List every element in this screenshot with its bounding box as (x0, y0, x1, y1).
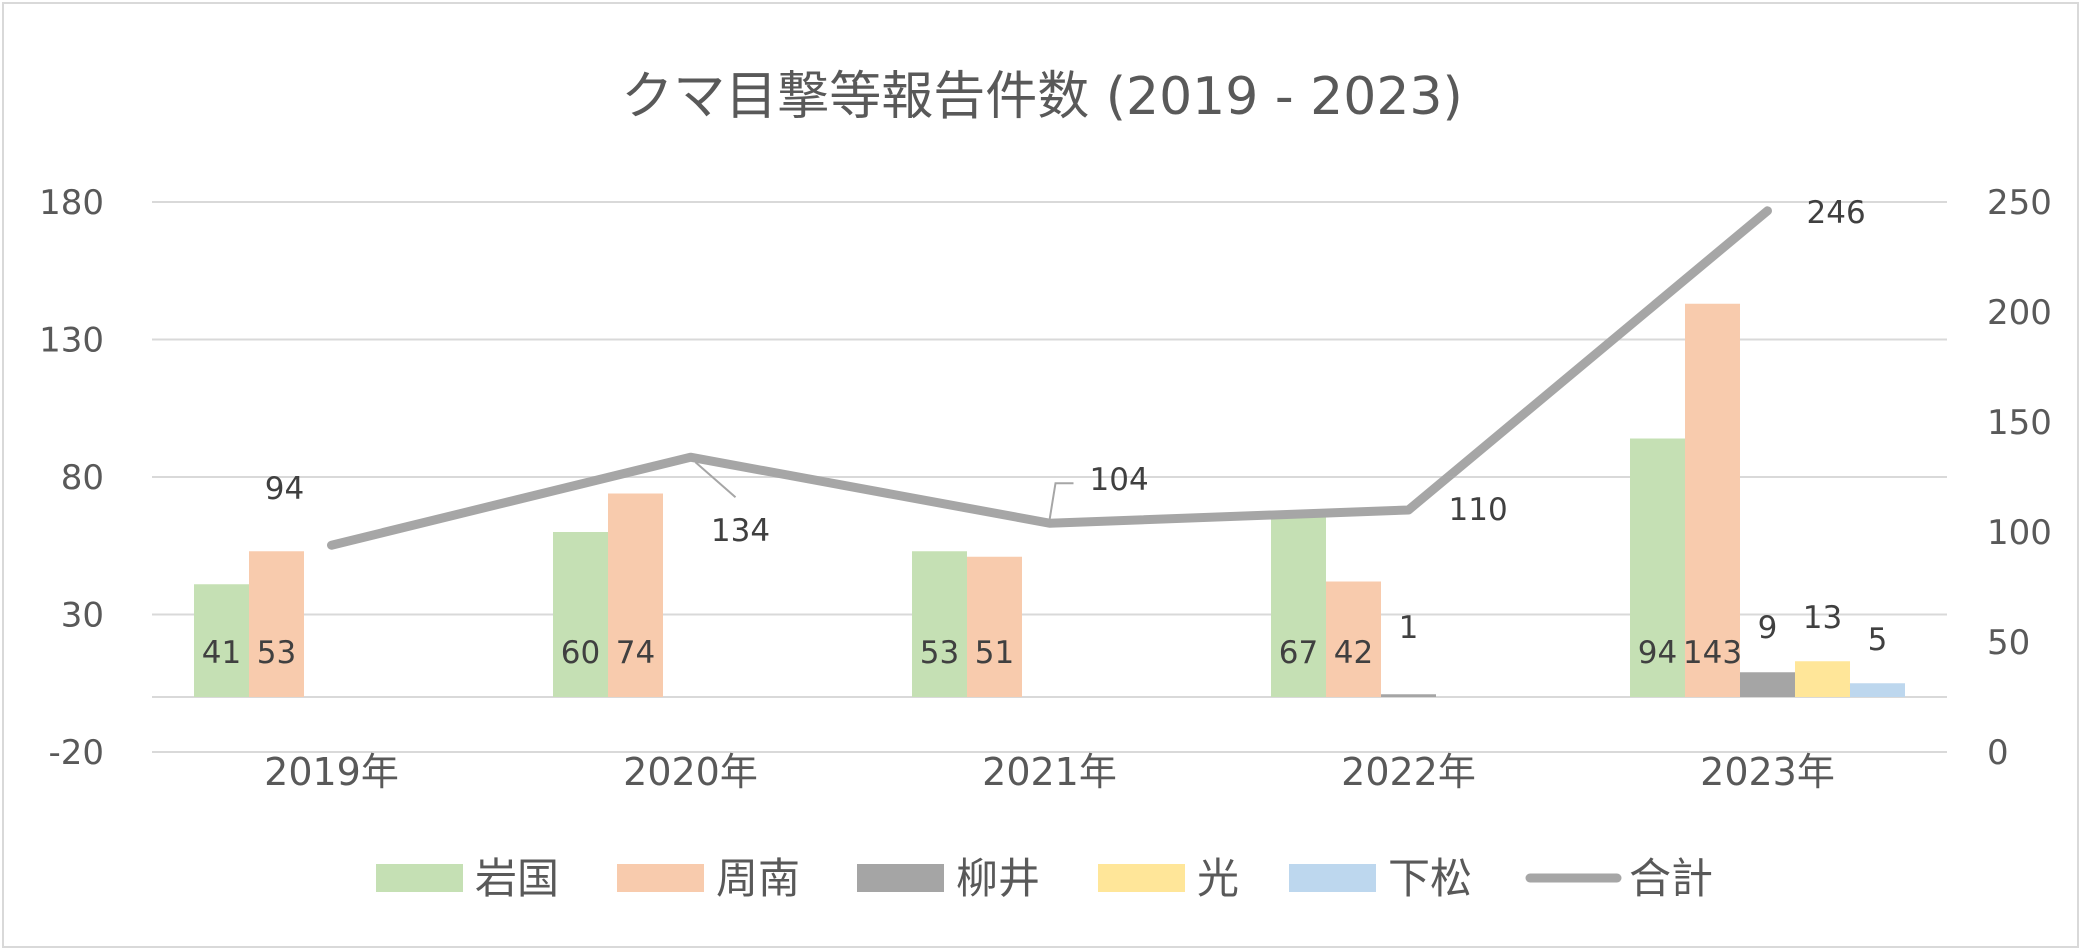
data-label: 5 (1868, 622, 1888, 658)
total-line-point-2021年 (1048, 522, 1051, 525)
right-axis: 250 200 150 100 50 0 (1987, 183, 2052, 773)
data-label: 143 (1683, 635, 1742, 671)
total-data-label: 246 (1807, 195, 1866, 231)
legend-swatch-下松 (1289, 864, 1376, 892)
legend-swatch-光 (1098, 864, 1185, 892)
bar-周南-2019年 (249, 551, 304, 697)
bar-岩国-2022年 (1271, 512, 1326, 697)
data-label: 67 (1279, 635, 1318, 671)
data-label: 60 (561, 635, 600, 671)
category-label: 2023年 (1700, 750, 1835, 794)
data-label: 51 (975, 635, 1014, 671)
legend-label: 光 (1197, 854, 1239, 903)
total-data-label: 94 (265, 471, 304, 507)
right-axis-tick-label: 0 (1987, 733, 2009, 773)
total-line-point-2023年 (1766, 209, 1769, 212)
total-data-label: 104 (1090, 462, 1149, 498)
total-data-label: 134 (711, 513, 770, 549)
left-axis-tick-label: -20 (48, 733, 104, 773)
right-axis-tick-label: 150 (1987, 403, 2052, 443)
data-label: 53 (257, 635, 296, 671)
legend-label: 合計 (1629, 854, 1713, 903)
data-label: 42 (1334, 635, 1373, 671)
leader-line (694, 461, 737, 498)
data-label: 41 (202, 635, 241, 671)
left-axis-tick-label: 30 (61, 596, 104, 636)
category-label: 2019年 (264, 750, 399, 794)
legend-swatch-岩国 (376, 864, 463, 892)
legend-label: 岩国 (475, 854, 559, 903)
bar-岩国-2020年 (553, 532, 608, 697)
total-line-series (327, 206, 1772, 550)
data-label: 13 (1803, 600, 1842, 636)
right-axis-tick-label: 250 (1987, 183, 2052, 223)
bars (194, 303, 1905, 697)
total-data-label: 110 (1449, 492, 1508, 528)
bar-柳井-2022年 (1381, 694, 1436, 697)
legend-swatch-柳井 (857, 864, 944, 892)
x-axis: 2019年 2020年 2021年 2022年 2023年 (264, 750, 1835, 794)
data-labels: 41 60 53 67 94 53 74 51 42 143 1 9 13 5 94 134 104 110 246 (202, 195, 1888, 671)
bar-光-2023年 (1795, 661, 1850, 697)
category-label: 2022年 (1341, 750, 1476, 794)
right-axis-tick-label: 50 (1987, 623, 2030, 663)
leader-line (1048, 482, 1074, 521)
total-line-point-2019年 (330, 544, 333, 547)
data-label: 9 (1758, 610, 1778, 646)
data-label: 53 (920, 635, 959, 671)
total-line-point-2022年 (1407, 509, 1410, 511)
bar-岩国-2019年 (194, 584, 249, 697)
bar-下松-2023年 (1850, 683, 1905, 697)
bar-周南-2021年 (967, 556, 1022, 697)
bar-周南-2022年 (1326, 581, 1381, 697)
right-axis-tick-label: 200 (1987, 293, 2052, 333)
bar-周南-2023年 (1685, 303, 1740, 697)
right-axis-tick-label: 100 (1987, 513, 2052, 553)
data-label: 1 (1399, 610, 1419, 646)
gridlines (152, 201, 1947, 753)
bar-岩国-2023年 (1630, 438, 1685, 697)
left-axis-tick-label: 80 (61, 458, 104, 498)
legend-label: 下松 (1388, 854, 1472, 903)
bar-柳井-2023年 (1740, 672, 1795, 697)
left-axis-tick-label: 130 (39, 321, 104, 361)
legend: 岩国 周南 柳井 光 下松 合計 (376, 854, 1713, 903)
legend-label: 周南 (716, 854, 800, 903)
legend-swatch-周南 (617, 864, 704, 892)
data-label: 94 (1638, 635, 1677, 671)
bar-周南-2020年 (608, 493, 663, 697)
category-label: 2020年 (623, 750, 758, 794)
chart-title: クマ目撃等報告件数 (2019 - 2023) (621, 67, 1463, 127)
legend-label: 柳井 (956, 854, 1040, 903)
data-label: 74 (616, 635, 655, 671)
total-line-point-2020年 (689, 456, 692, 459)
category-label: 2021年 (982, 750, 1117, 794)
left-axis-tick-label: 180 (39, 183, 104, 223)
total-line (327, 206, 1772, 550)
bar-岩国-2021年 (912, 551, 967, 697)
left-axis: 180 130 80 30 -20 (39, 183, 104, 773)
